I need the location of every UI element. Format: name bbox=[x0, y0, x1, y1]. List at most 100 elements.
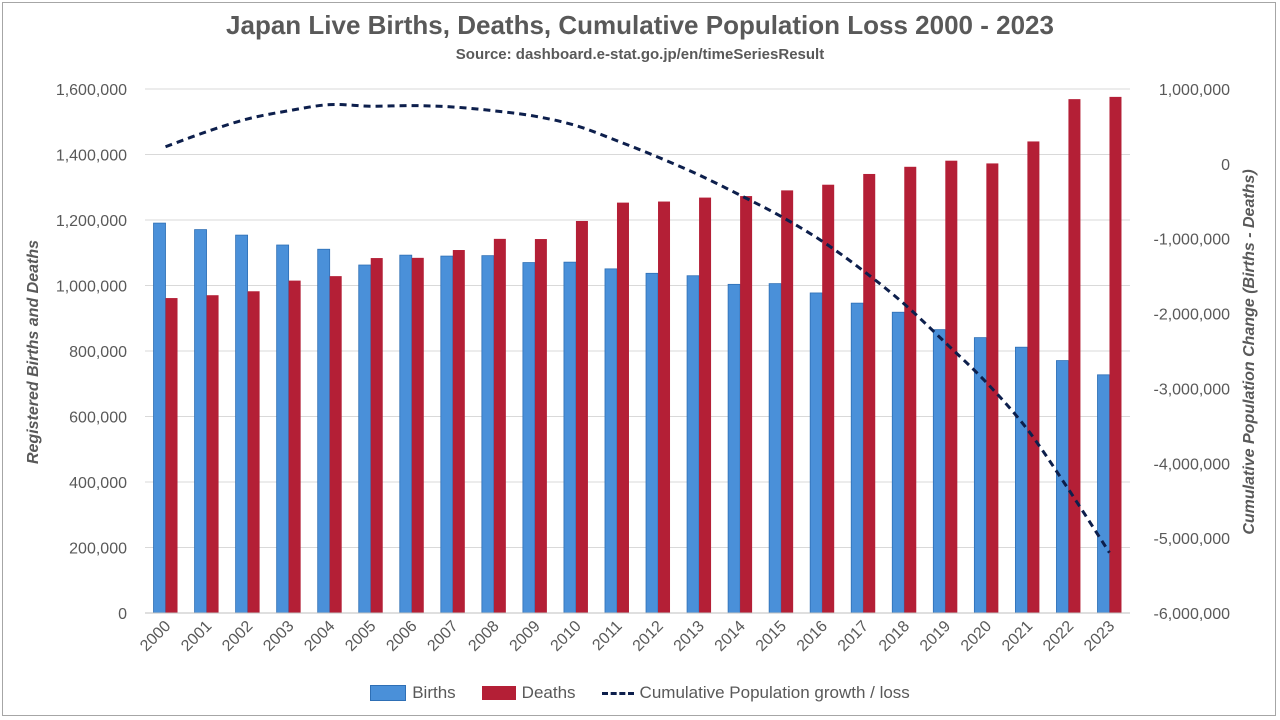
y-tick-label: 800,000 bbox=[69, 344, 127, 361]
legend-label-deaths: Deaths bbox=[521, 683, 576, 702]
bar-births-2011 bbox=[604, 268, 618, 614]
legend-item-births: Births bbox=[370, 683, 456, 703]
x-tick-label: 2006 bbox=[383, 618, 420, 655]
bar-deaths-2010 bbox=[575, 220, 588, 614]
y-tick-label: 200,000 bbox=[69, 541, 127, 558]
bar-births-2023 bbox=[1097, 374, 1110, 614]
axes: 0 200,000 400,000 600,000 800,000 1,000,000 1,… bbox=[56, 82, 1230, 655]
bar-deaths-2014 bbox=[740, 196, 753, 613]
bar-deaths-2011 bbox=[616, 202, 629, 613]
legend-swatch-deaths bbox=[481, 686, 516, 700]
bar-deaths-2004 bbox=[329, 276, 342, 613]
bar-births-2014 bbox=[727, 283, 741, 614]
y-tick-label: 400,000 bbox=[69, 475, 127, 492]
bar-deaths-2003 bbox=[288, 280, 301, 613]
x-tick-label: 2007 bbox=[424, 618, 461, 655]
bar-deaths-2012 bbox=[658, 201, 671, 614]
x-tick-label: 2014 bbox=[712, 618, 749, 655]
cumulative-line-path bbox=[165, 102, 1111, 554]
legend-label-cumulative: Cumulative Population growth / loss bbox=[639, 683, 910, 702]
x-tick-label: 2003 bbox=[260, 618, 297, 655]
bar-births-2019 bbox=[932, 329, 946, 614]
bar-births-2004 bbox=[317, 248, 331, 614]
bar-births-2009 bbox=[522, 262, 536, 614]
x-tick-label: 2016 bbox=[794, 618, 831, 655]
x-tick-label: 2012 bbox=[630, 618, 667, 655]
y2-tick-label: 0 bbox=[1221, 157, 1230, 174]
x-tick-label: 2000 bbox=[137, 618, 174, 655]
y2-tick-label: -3,000,000 bbox=[1153, 381, 1230, 398]
bar-deaths-2005 bbox=[370, 258, 383, 613]
bar-deaths-2021 bbox=[1027, 141, 1040, 614]
bar-deaths-2006 bbox=[411, 257, 424, 613]
y2-tick-label: -1,000,000 bbox=[1153, 232, 1230, 249]
bar-births-2021 bbox=[1014, 346, 1028, 614]
bar-deaths-2018 bbox=[904, 166, 917, 613]
bar-deaths-2009 bbox=[534, 239, 547, 613]
x-tick-label: 2018 bbox=[876, 618, 913, 655]
x-tick-label: 2005 bbox=[342, 618, 379, 655]
bar-deaths-2002 bbox=[247, 291, 260, 613]
bar-births-2017 bbox=[850, 302, 864, 614]
bar-deaths-2007 bbox=[452, 250, 465, 613]
bar-births-2003 bbox=[276, 244, 290, 614]
bar-births-2016 bbox=[809, 292, 823, 614]
cumulative-line bbox=[165, 102, 1111, 554]
x-tick-label: 2011 bbox=[589, 618, 625, 654]
legend-item-deaths: Deaths bbox=[481, 683, 576, 703]
legend-item-cumulative: Cumulative Population growth / loss bbox=[601, 683, 910, 703]
bar-deaths-2000 bbox=[165, 298, 178, 613]
bar-deaths-2008 bbox=[493, 238, 506, 614]
y2-tick-label: -6,000,000 bbox=[1153, 606, 1230, 623]
x-tick-label: 2015 bbox=[753, 618, 790, 655]
bar-births-2001 bbox=[194, 229, 207, 614]
y-tick-label: 1,600,000 bbox=[56, 82, 127, 99]
bar-births-2018 bbox=[891, 311, 905, 614]
chart-subtitle: Source: dashboard.e-stat.go.jp/en/timeSe… bbox=[455, 46, 825, 63]
bar-births-2012 bbox=[645, 272, 659, 614]
legend-label-births: Births bbox=[412, 683, 456, 702]
x-tick-label: 2009 bbox=[507, 618, 544, 655]
y-tick-label: 1,200,000 bbox=[56, 213, 127, 230]
y2-tick-label: -2,000,000 bbox=[1153, 307, 1230, 324]
x-tick-label: 2019 bbox=[917, 618, 954, 655]
y2-tick-label: 1,000,000 bbox=[1159, 82, 1230, 99]
bar-births-2013 bbox=[686, 275, 700, 614]
y-tick-label: 1,400,000 bbox=[56, 148, 127, 165]
x-tick-label: 2001 bbox=[178, 618, 215, 655]
bar-births-2007 bbox=[440, 255, 454, 614]
bar-deaths-2023 bbox=[1109, 96, 1122, 613]
bar-births-2002 bbox=[235, 234, 249, 614]
legend: Births Deaths Cumulative Population grow… bbox=[0, 682, 1280, 704]
legend-swatch-births bbox=[370, 685, 407, 701]
x-tick-label: 2010 bbox=[548, 618, 585, 655]
x-tick-label: 2023 bbox=[1081, 618, 1118, 655]
bar-deaths-2017 bbox=[863, 173, 876, 614]
bars bbox=[153, 96, 1122, 614]
x-tick-label: 2021 bbox=[999, 618, 1036, 655]
bar-births-2006 bbox=[399, 254, 413, 614]
x-tick-label: 2022 bbox=[1040, 618, 1077, 655]
x-tick-label: 2020 bbox=[958, 618, 995, 655]
y2-axis-title: Cumulative Population Change (Births - D… bbox=[1241, 169, 1258, 534]
legend-swatch-cumulative bbox=[601, 691, 634, 695]
bar-births-2015 bbox=[768, 283, 782, 614]
bar-deaths-2022 bbox=[1068, 99, 1081, 614]
x-tick-label: 2017 bbox=[835, 618, 872, 655]
bar-deaths-2013 bbox=[699, 197, 712, 613]
bar-deaths-2001 bbox=[206, 295, 219, 613]
x-tick-label: 2013 bbox=[671, 618, 708, 655]
y2-tick-label: -5,000,000 bbox=[1153, 531, 1230, 548]
bar-births-2022 bbox=[1056, 360, 1069, 614]
bar-births-2005 bbox=[358, 264, 372, 614]
bar-births-2008 bbox=[481, 255, 495, 614]
bar-deaths-2015 bbox=[781, 190, 794, 614]
x-tick-label: 2002 bbox=[219, 618, 256, 655]
y-tick-label: 1,000,000 bbox=[56, 279, 127, 296]
y-axis-title: Registered Births and Deaths bbox=[25, 240, 42, 464]
bar-deaths-2019 bbox=[945, 160, 958, 613]
bar-births-2010 bbox=[563, 261, 577, 614]
x-tick-label: 2004 bbox=[301, 618, 338, 655]
bar-deaths-2016 bbox=[822, 184, 835, 613]
